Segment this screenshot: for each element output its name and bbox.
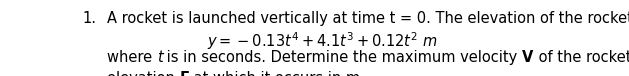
Text: t: t xyxy=(157,50,162,65)
Text: V: V xyxy=(522,50,533,65)
Text: of the rocket in m/s and the: of the rocket in m/s and the xyxy=(533,50,629,65)
Text: 1.: 1. xyxy=(82,11,96,26)
Text: E: E xyxy=(179,71,189,76)
Text: $y = -0.13t^4 + 4.1t^3 + 0.12t^2\ m$: $y = -0.13t^4 + 4.1t^3 + 0.12t^2\ m$ xyxy=(207,31,438,52)
Text: A rocket is launched vertically at time t = 0. The elevation of the rocket is gi: A rocket is launched vertically at time … xyxy=(107,11,629,26)
Text: where: where xyxy=(107,50,157,65)
Text: elevation: elevation xyxy=(107,71,179,76)
Text: at which it occurs in m.: at which it occurs in m. xyxy=(189,71,365,76)
Text: is in seconds. Determine the maximum velocity: is in seconds. Determine the maximum vel… xyxy=(162,50,522,65)
